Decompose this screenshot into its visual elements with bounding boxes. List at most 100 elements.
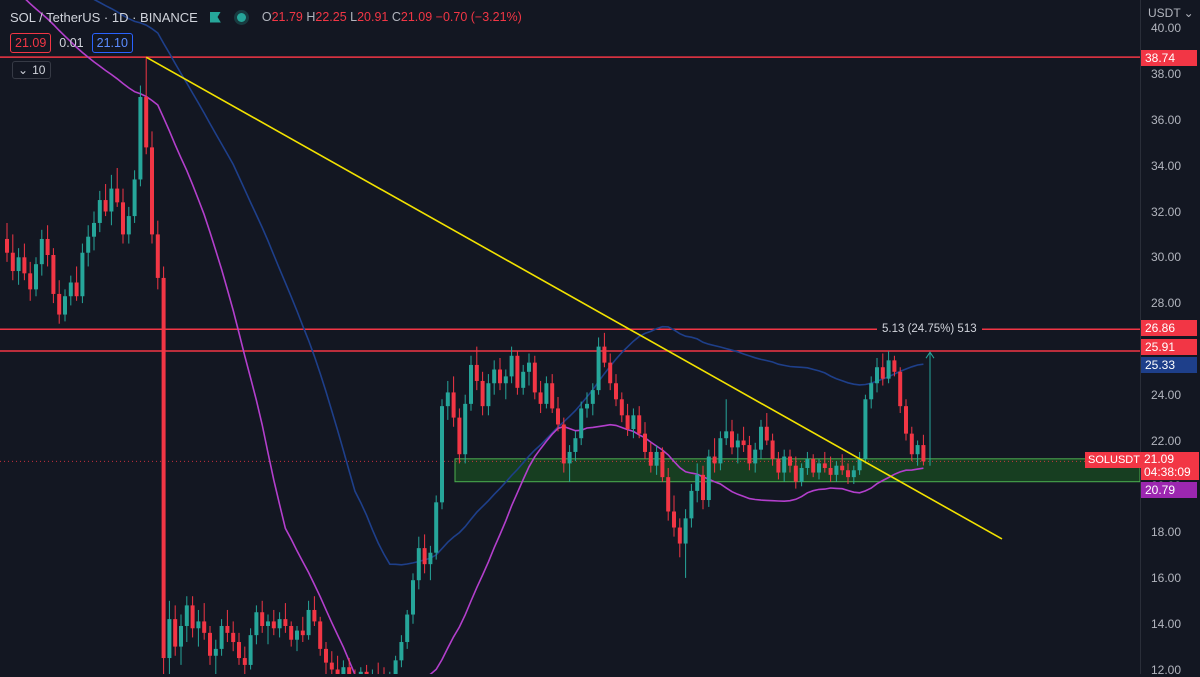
candle-body xyxy=(619,399,624,416)
spread-value: 0.01 xyxy=(59,36,84,50)
candle-body xyxy=(28,273,33,290)
candle-body xyxy=(121,202,125,235)
indicators-toggle-button[interactable]: ⌄ 10 xyxy=(12,61,52,79)
candle-body xyxy=(788,456,792,466)
candle-body xyxy=(74,282,79,297)
candle-body xyxy=(474,364,479,381)
candle-body xyxy=(329,662,334,670)
candle-body xyxy=(411,580,415,615)
candle-body xyxy=(306,609,311,636)
change-value: −0.70 (−3.21%) xyxy=(435,10,522,24)
candle-body xyxy=(103,200,108,212)
candle-body xyxy=(643,433,647,452)
candle-body xyxy=(277,619,282,629)
candle-body xyxy=(579,408,584,439)
live-status-icon xyxy=(236,12,246,22)
symbol-price-tag: SOLUSDT xyxy=(1085,452,1143,468)
candle-body xyxy=(451,392,456,418)
measure-arrow-head xyxy=(925,351,935,359)
buy-price-button[interactable]: 21.10 xyxy=(91,33,133,53)
candle-body xyxy=(63,296,67,315)
candle-body xyxy=(132,179,137,217)
candle-body xyxy=(840,465,845,471)
candle-body xyxy=(614,383,618,400)
candle-body xyxy=(486,383,491,407)
candle-body xyxy=(144,97,149,148)
axis-tick-label: 14.00 xyxy=(1151,616,1182,631)
candle-body xyxy=(295,630,299,640)
candle-body xyxy=(173,619,178,647)
axis-tick-label: 32.00 xyxy=(1151,204,1182,219)
candle-body xyxy=(428,552,433,565)
candle-body xyxy=(718,438,723,464)
candle-body xyxy=(434,502,439,553)
candle-body xyxy=(596,346,601,391)
price-axis[interactable]: 40.0038.0036.0034.0032.0030.0028.0026.00… xyxy=(1140,0,1200,677)
candle-body xyxy=(266,621,270,626)
candle-body xyxy=(161,277,166,659)
candle-body xyxy=(677,527,682,544)
candle-body xyxy=(556,408,560,425)
candle-body xyxy=(231,632,236,643)
candle-body xyxy=(660,451,665,478)
candle-body xyxy=(515,355,520,388)
axis-tick-label: 22.00 xyxy=(1151,433,1182,448)
candle-body xyxy=(498,369,502,384)
candle-body xyxy=(666,477,671,512)
candle-body xyxy=(590,390,595,404)
currency-selector[interactable]: USDT ⌄ xyxy=(1144,4,1198,22)
sell-price-button[interactable]: 21.09 xyxy=(10,33,52,53)
ma-purple-line xyxy=(25,0,924,674)
candle-body xyxy=(208,632,212,656)
price-label-ma-purple: 20.79 xyxy=(1141,482,1197,498)
candle-body xyxy=(341,667,346,674)
candle-body xyxy=(648,451,653,466)
candle-body xyxy=(416,548,421,581)
candle-body xyxy=(706,456,711,501)
candle-body xyxy=(759,426,763,450)
ohlc-values: O21.79 H22.25 L20.91 C21.09 −0.70 (−3.21… xyxy=(261,10,522,24)
candle-body xyxy=(179,625,183,647)
candle-body xyxy=(97,200,102,223)
candle-body xyxy=(817,463,821,473)
candle-body xyxy=(422,548,427,565)
candle-body xyxy=(538,392,543,404)
candle-body xyxy=(782,456,787,473)
candle-body xyxy=(689,490,694,519)
axis-tick-label: 30.00 xyxy=(1151,250,1182,265)
candle-body xyxy=(167,619,172,659)
candle-body xyxy=(109,188,114,212)
candle-body xyxy=(846,470,850,478)
candle-body xyxy=(80,252,85,297)
candle-body xyxy=(567,451,572,464)
trendline xyxy=(145,56,1003,540)
candle-body xyxy=(527,362,531,372)
candle-body xyxy=(16,257,21,272)
candle-body xyxy=(585,403,589,409)
candle-body xyxy=(196,621,201,629)
candle-body xyxy=(828,467,833,475)
candle-body xyxy=(822,463,827,468)
candle-body xyxy=(57,293,62,315)
candle-body xyxy=(735,440,740,448)
candle-body xyxy=(347,667,352,674)
axis-tick-label: 16.00 xyxy=(1151,570,1182,585)
axis-tick-label: 28.00 xyxy=(1151,296,1182,311)
symbol-title[interactable]: SOL / TetherUS · 1D · BINANCE xyxy=(10,9,198,25)
last-price-tag: 21.09 04:38:09 xyxy=(1141,452,1199,480)
indicators-count: 10 xyxy=(32,63,46,77)
candle-body xyxy=(886,360,891,379)
candle-body xyxy=(68,282,73,297)
last-price: 21.09 xyxy=(1144,452,1175,466)
candle-body xyxy=(254,612,259,636)
candle-body xyxy=(86,236,91,253)
candle-body xyxy=(811,458,816,473)
candle-body xyxy=(358,671,363,674)
measure-label: 5.13 (24.75%) 513 xyxy=(877,321,982,337)
candle-body xyxy=(509,355,514,377)
candle-body xyxy=(324,648,328,663)
candle-body xyxy=(776,458,781,473)
candle-body xyxy=(335,669,340,674)
candle-body xyxy=(10,252,15,272)
